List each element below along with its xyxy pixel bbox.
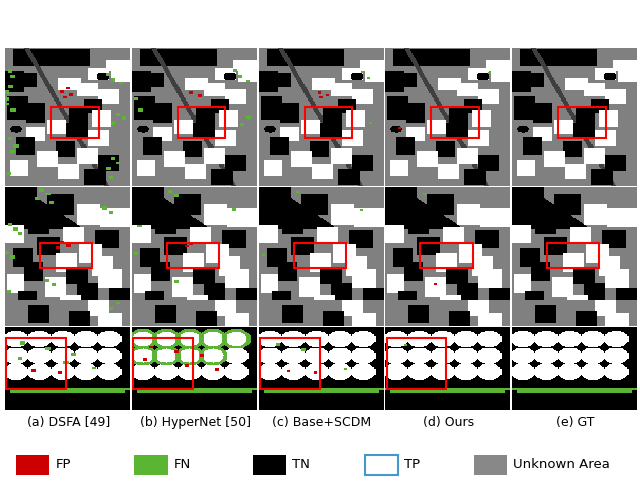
Text: (b) HyperNet [50]: (b) HyperNet [50]	[140, 416, 251, 429]
Bar	[420, 243, 473, 268]
Text: FN: FN	[174, 459, 191, 471]
Bar	[387, 337, 447, 389]
Text: Unknown Area: Unknown Area	[513, 459, 610, 471]
Bar	[431, 108, 479, 138]
Text: (c) Base+SCDM: (c) Base+SCDM	[273, 416, 371, 429]
Bar	[167, 243, 219, 268]
Bar	[260, 337, 320, 389]
Bar	[133, 337, 193, 389]
Text: TN: TN	[292, 459, 310, 471]
Bar	[558, 108, 605, 138]
Text: TP: TP	[404, 459, 420, 471]
Bar	[305, 108, 352, 138]
Text: (a) DSFA [49]: (a) DSFA [49]	[27, 416, 110, 429]
Bar	[547, 243, 600, 268]
Bar	[40, 243, 93, 268]
Text: (e) GT: (e) GT	[556, 416, 595, 429]
Bar	[6, 337, 67, 389]
Bar	[294, 243, 346, 268]
Bar	[51, 108, 99, 138]
Bar	[178, 108, 225, 138]
Text: FP: FP	[56, 459, 71, 471]
Text: (d) Ours: (d) Ours	[423, 416, 474, 429]
